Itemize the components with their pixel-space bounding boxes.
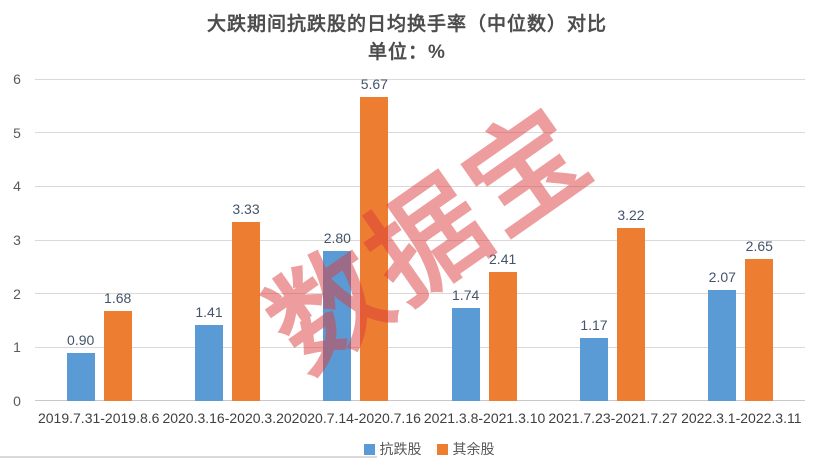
- bar-抗跌股: 1.41: [194, 304, 223, 401]
- gridline-y2: [35, 293, 805, 295]
- bar-group: 2.07 2.65: [677, 79, 805, 401]
- y-tick-label: 6: [13, 71, 21, 87]
- bar-其余股: 2.41: [488, 251, 517, 401]
- bar-其余股: 3.22: [616, 207, 645, 401]
- legend-swatch-icon: [363, 443, 375, 455]
- bottom-divider: [0, 456, 377, 458]
- legend-label: 其余股: [452, 441, 495, 457]
- value-label: 2.41: [489, 250, 517, 267]
- y-tick-label: 3: [13, 232, 21, 248]
- value-label: 2.80: [323, 229, 351, 246]
- value-label: 3.33: [232, 201, 260, 218]
- gridline-y3: [35, 239, 805, 241]
- bar-group: 1.41 3.33: [163, 79, 291, 401]
- x-axis-labels: 2019.7.31-2019.8.6 2020.3.16-2020.3.20 202…: [35, 410, 805, 426]
- bar-其余股: 1.68: [103, 290, 132, 401]
- bar-其余股: 5.67: [360, 76, 389, 401]
- gridline-y5: [35, 132, 805, 134]
- bar-其余股: 3.33: [231, 201, 260, 401]
- y-tick-label: 4: [13, 178, 21, 195]
- bar-其余股: 2.65: [745, 238, 774, 401]
- y-tick-label: 5: [13, 124, 21, 141]
- bar-group: 1.17 3.22: [548, 79, 676, 401]
- x-tick-label: 2020.3.16-2020.3.20: [162, 410, 292, 426]
- value-label: 2.07: [708, 268, 736, 285]
- value-label: 1.41: [195, 304, 223, 321]
- x-tick-label: 2021.3.8-2021.3.10: [423, 410, 546, 426]
- legend-swatch-icon: [436, 443, 448, 455]
- value-label: 0.90: [67, 331, 95, 348]
- gridline-y0: [35, 400, 805, 401]
- chart-title: 大跌期间抗跌股的日均换手率（中位数）对比: [206, 14, 607, 35]
- value-label: 2.65: [745, 237, 773, 254]
- value-label: 5.67: [360, 75, 388, 92]
- gridline-y6: [35, 78, 805, 80]
- bar-group: 2.80 5.67: [292, 76, 420, 401]
- x-tick-label: 2021.7.23-2021.7.27: [548, 410, 678, 426]
- bar-抗跌股: 0.90: [66, 332, 95, 401]
- chart-subtitle: 单位：%: [368, 42, 446, 63]
- legend-label: 抗跌股: [379, 441, 422, 457]
- value-label: 3.22: [617, 207, 645, 224]
- x-tick-label: 2019.7.31-2019.8.6: [37, 410, 160, 426]
- bar-抗跌股: 2.80: [323, 230, 352, 401]
- y-tick-label: 2: [13, 285, 21, 302]
- y-tick-label: 0: [13, 393, 21, 409]
- bar-groups: 0.90 1.68 1.41 3.33 2.80 5.67 1.74 2.41 1.17 3.22…: [35, 76, 805, 401]
- bar-抗跌股: 1.74: [451, 287, 480, 401]
- bar-group: 1.74 2.41: [420, 79, 548, 401]
- plot-area: 0 1 2 3 4 5 6 0.90 1.68 1.41 3.33 2.80 5.67 1.74 2.41 1…: [13, 71, 805, 409]
- value-label: 1.17: [580, 317, 608, 334]
- x-tick-label: 2020.7.14-2020.7.16: [291, 410, 421, 426]
- gridline-y4: [35, 185, 805, 187]
- bar-抗跌股: 1.17: [579, 317, 608, 401]
- legend: 抗跌股 其余股: [22, 439, 814, 459]
- x-tick-label: 2022.3.1-2022.3.11: [681, 410, 802, 426]
- bar-group: 0.90 1.68: [35, 79, 163, 401]
- value-label: 1.74: [452, 286, 480, 303]
- y-tick-label: 1: [13, 339, 21, 356]
- bar-抗跌股: 2.07: [708, 269, 737, 401]
- legend-item-其余股: 其余股: [436, 439, 495, 459]
- value-label: 1.68: [104, 289, 132, 306]
- gridline-y1: [35, 346, 805, 348]
- legend-item-抗跌股: 抗跌股: [363, 439, 422, 459]
